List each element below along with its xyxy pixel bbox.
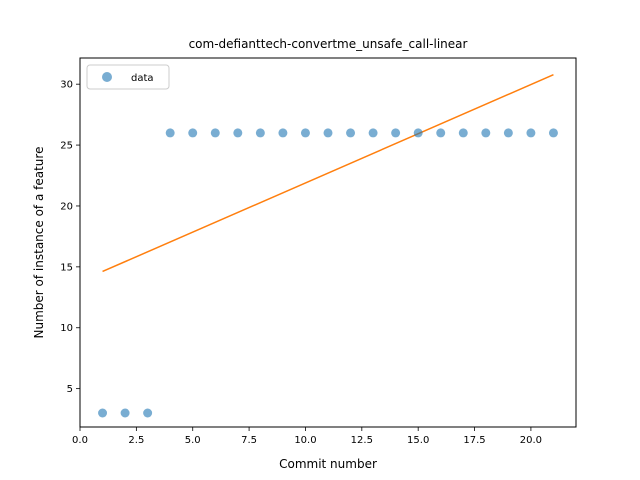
y-tick-label: 10	[60, 323, 73, 334]
data-point	[278, 128, 288, 138]
data-point	[323, 128, 333, 138]
data-point	[458, 128, 468, 138]
data-point	[300, 128, 310, 138]
legend: data	[86, 64, 170, 90]
data-point	[143, 408, 153, 418]
x-tick-label: 12.5	[351, 435, 373, 446]
x-tick-label: 20.0	[520, 435, 542, 446]
legend-box	[86, 64, 170, 90]
y-tick-label: 20	[60, 201, 73, 212]
chart-title: com-defianttech-convertme_unsafe_call-li…	[189, 37, 468, 51]
y-tick-label: 5	[67, 384, 73, 395]
legend-label: data	[131, 73, 154, 84]
axis-ticks: 0.0 2.5 5.0 7.5 10.0 12.5 15.0 17.5 20.0 5 10 15 20 2…	[60, 80, 542, 446]
plot-area	[98, 73, 558, 418]
x-tick-label: 0.0	[72, 435, 88, 446]
data-point	[233, 128, 243, 138]
data-point	[210, 128, 220, 138]
data-point	[391, 128, 401, 138]
data-point	[255, 128, 265, 138]
data-point	[368, 128, 378, 138]
data-point	[346, 128, 356, 138]
axes-frame	[79, 57, 577, 428]
y-tick-label: 30	[60, 80, 73, 91]
data-point	[165, 128, 175, 138]
data-point	[503, 128, 513, 138]
x-tick-label: 17.5	[463, 435, 485, 446]
data-point	[188, 128, 198, 138]
data-point	[548, 128, 558, 138]
data-point	[413, 128, 423, 138]
y-tick-label: 25	[60, 141, 73, 152]
x-tick-label: 15.0	[407, 435, 429, 446]
data-point	[481, 128, 491, 138]
data-point	[526, 128, 536, 138]
data-point	[436, 128, 446, 138]
data-point	[120, 408, 130, 418]
x-tick-label: 10.0	[294, 435, 316, 446]
y-axis-label: Number of instance of a feature	[32, 147, 46, 339]
fit-line	[102, 73, 554, 273]
x-axis-label: Commit number	[279, 457, 377, 471]
x-tick-label: 7.5	[241, 435, 257, 446]
x-tick-label: 5.0	[185, 435, 201, 446]
data-point	[98, 408, 108, 418]
y-tick-label: 15	[60, 262, 73, 273]
x-tick-label: 2.5	[128, 435, 144, 446]
legend-marker	[102, 72, 112, 82]
